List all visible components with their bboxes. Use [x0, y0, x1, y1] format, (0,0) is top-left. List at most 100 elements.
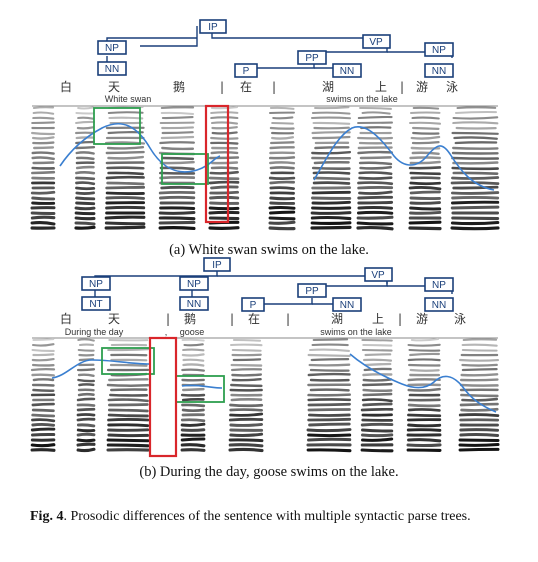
char-divider: | — [230, 312, 234, 326]
spectrogram-band — [312, 152, 350, 153]
spectrogram-band — [231, 424, 262, 425]
char: 上 — [375, 80, 387, 94]
spectrogram-band — [409, 409, 439, 410]
char: 鹅 — [184, 312, 196, 326]
spectrogram-band — [230, 449, 262, 450]
char: 在 — [248, 312, 260, 326]
spectrogram-band — [411, 198, 440, 199]
spectrogram-band — [363, 350, 392, 351]
spectrogram-band — [111, 365, 146, 366]
spectrogram-band — [183, 389, 203, 390]
spectrogram-band — [108, 147, 143, 148]
spectrogram-band — [109, 173, 143, 174]
char-divider: | — [286, 312, 290, 326]
char: 白 — [60, 311, 72, 326]
spectrogram-band — [77, 152, 94, 153]
spectrogram-band — [232, 399, 261, 400]
spectrogram-band — [463, 345, 497, 346]
spectrogram-band — [160, 218, 194, 219]
spectrogram-band — [33, 118, 53, 119]
spectrogram-band — [413, 128, 438, 129]
spectrogram-band — [106, 227, 144, 228]
spectrogram-band — [309, 395, 350, 396]
node-np-right: NP — [432, 45, 446, 56]
spectrogram-band — [77, 158, 93, 159]
char: 上 — [372, 312, 384, 326]
spectrogram-band — [76, 223, 94, 224]
spectrogram-band — [161, 168, 194, 169]
spectrogram-band — [32, 223, 54, 224]
spectrogram-band — [212, 162, 237, 163]
spectrogram-band — [410, 350, 440, 351]
char-divider: | — [166, 312, 170, 326]
panel-b-caption: (b) During the day, goose swims on the l… — [0, 464, 538, 481]
spectrogram-band — [33, 415, 54, 416]
figure-label: Fig. 4 — [30, 509, 63, 524]
spectrogram-band — [312, 359, 348, 360]
spectrogram-band — [310, 365, 349, 366]
spectrogram-band — [411, 208, 440, 209]
spectrogram-band — [78, 108, 93, 109]
spectrogram-band — [76, 218, 94, 219]
spectrogram-band — [460, 444, 498, 445]
spectrogram-band — [312, 213, 350, 214]
spectrogram-band — [308, 450, 350, 451]
spectrogram-band — [231, 434, 262, 435]
spectrogram-band — [362, 409, 392, 410]
spectrogram-band — [309, 435, 350, 436]
spectrogram-band — [109, 400, 148, 401]
spectrogram-band — [108, 445, 148, 446]
spectrogram-band — [359, 207, 392, 208]
spectrogram-band — [358, 183, 391, 184]
spectrogram-band — [163, 132, 193, 133]
spectrogram-band — [160, 213, 194, 214]
spectrogram-band — [364, 394, 391, 395]
spectrogram-band — [107, 162, 144, 163]
spectrogram-band — [409, 425, 440, 426]
spectrogram-band — [364, 360, 391, 361]
spectrogram-band — [234, 340, 260, 341]
spectrogram-band — [271, 142, 293, 143]
spectrogram-band — [210, 178, 238, 179]
spectrogram-band — [33, 410, 53, 411]
panel-b: IP NP NT NP NN VP PP P NN NP NN 白 天 | 鹅 … — [32, 256, 498, 460]
spectrogram-band — [312, 118, 350, 119]
spectrogram-band — [273, 117, 292, 118]
spectrogram-band — [359, 192, 391, 194]
spectrogram-band — [212, 107, 237, 108]
spectrogram-band — [77, 193, 94, 194]
spectrogram-band — [359, 197, 392, 198]
node-pp: PP — [305, 53, 319, 64]
spectrogram-band — [358, 152, 391, 153]
spectrogram-band — [358, 217, 392, 218]
char: 白 — [60, 79, 72, 94]
spectrogram-band — [409, 389, 440, 390]
spectrogram-band — [32, 450, 54, 451]
spectrogram-band — [363, 112, 390, 113]
spectrogram-band — [160, 197, 193, 198]
spectrogram-band — [312, 227, 350, 228]
spectrogram-band — [78, 380, 93, 381]
spectrogram-band — [76, 122, 94, 123]
spectrogram-band — [33, 385, 53, 386]
figure-text: . Prosodic differences of the sentence w… — [63, 509, 470, 524]
spectrogram-band — [78, 440, 94, 441]
spectrogram-band — [109, 112, 143, 113]
spectrogram-band — [360, 172, 392, 173]
spectrogram-band — [160, 142, 193, 143]
spectrogram-band — [309, 415, 349, 416]
spectrogram-band — [314, 123, 350, 124]
spectrogram-band — [413, 153, 439, 154]
spectrogram-band — [411, 183, 440, 184]
spectrogram-band — [230, 419, 262, 420]
spectrogram-band — [182, 430, 204, 431]
spectrogram-band — [184, 344, 202, 345]
spectrogram-band — [211, 138, 237, 139]
spectrogram-band — [364, 390, 392, 391]
spectrogram-band — [107, 152, 144, 153]
spectrogram-band — [33, 390, 53, 391]
char-divider: | — [220, 80, 224, 94]
spectrogram-band — [210, 208, 238, 209]
spectrogram-band — [184, 360, 204, 361]
spectrogram-band — [78, 434, 94, 435]
